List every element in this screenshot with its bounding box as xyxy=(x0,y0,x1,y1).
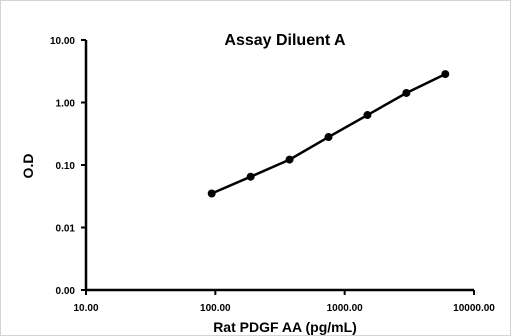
y-tick-label: 1.00 xyxy=(56,99,76,110)
y-tick-label: 10.00 xyxy=(50,36,75,47)
x-ticks: 10.00 100.00 1000.00 10000.00 xyxy=(73,290,495,314)
x-tick-label: 10.00 xyxy=(73,303,98,314)
data-point xyxy=(246,172,255,181)
x-tick-label: 100.00 xyxy=(200,303,231,314)
data-point xyxy=(441,70,450,79)
data-point xyxy=(324,133,333,142)
data-point xyxy=(207,189,216,198)
y-ticks: 0.00 0.01 0.10 1.00 10.00 xyxy=(50,36,86,297)
y-tick-label: 0.00 xyxy=(56,286,76,297)
x-axis-title: Rat PDGF AA (pg/mL) xyxy=(213,319,357,335)
x-tick-label: 1000.00 xyxy=(327,303,364,314)
data-point xyxy=(285,155,294,164)
data-point xyxy=(402,88,411,97)
data-point xyxy=(363,111,372,120)
series-0 xyxy=(207,70,450,198)
chart-title: Assay Diluent A xyxy=(224,32,346,49)
y-axis-title: O.D xyxy=(20,154,36,179)
y-tick-label: 0.01 xyxy=(56,224,76,235)
x-tick-label: 10000.00 xyxy=(453,303,495,314)
y-tick-label: 0.10 xyxy=(56,161,76,172)
